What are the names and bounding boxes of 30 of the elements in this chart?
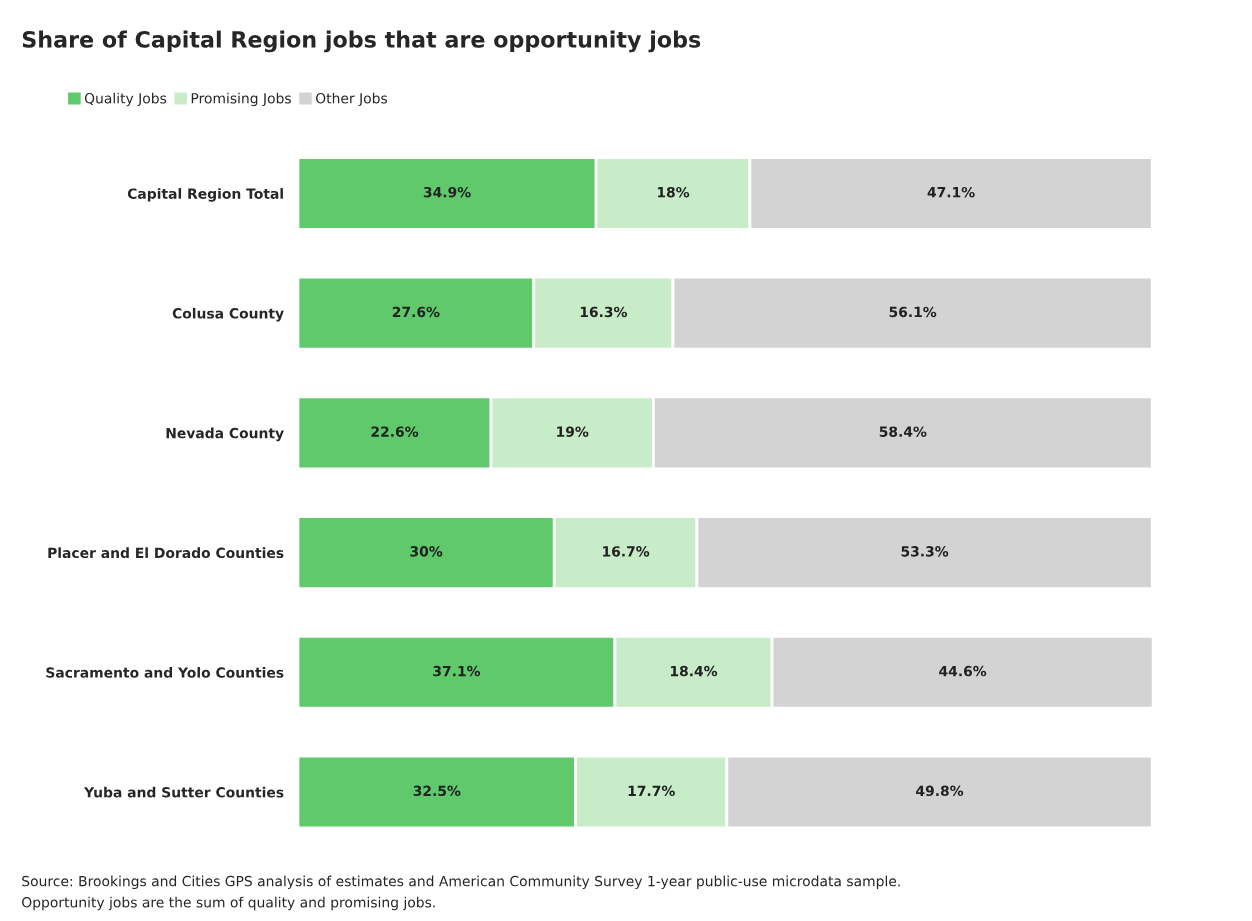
data-label: 32.5% [413, 785, 461, 797]
data-label: 49.8% [916, 785, 964, 797]
y-tick-label: Nevada County [166, 427, 284, 442]
legend-label: Promising Jobs [191, 92, 291, 107]
data-label: 18.4% [670, 665, 718, 677]
y-tick-label: Colusa County [172, 307, 284, 322]
data-label: 47.1% [927, 186, 975, 198]
data-label: 22.6% [371, 426, 419, 437]
data-label: 58.4% [879, 426, 927, 437]
y-tick-label: Capital Region Total [127, 188, 283, 202]
data-label: 27.6% [392, 306, 440, 318]
chart-title: Share of Capital Region jobs that are opportunity jobs [22, 30, 701, 53]
y-tick-label: Yuba and Sutter Counties [83, 786, 284, 798]
data-label: 34.9% [423, 186, 471, 198]
data-label: 56.1% [889, 306, 937, 318]
data-label: 16.7% [603, 546, 650, 557]
legend-label: Quality Jobs [84, 92, 167, 107]
y-tick-label: Placer and El Dorado Counties [48, 547, 284, 559]
data-label: 53.3% [901, 546, 949, 557]
data-label: 17.7% [628, 785, 675, 797]
source-note: Source: Brookings and Cities GPS analysis of estimates and American Community Survey 1-year public-use microdata sample. [22, 875, 900, 890]
text: Opportunity jobs are the sum of quality and promising jobs. [22, 896, 435, 911]
data-label: 19% [557, 426, 589, 437]
data-label: 30% [410, 546, 443, 557]
data-label: 18% [657, 186, 690, 198]
data-label: 37.1% [433, 665, 481, 677]
data-label: 16.3% [580, 306, 628, 318]
data-label: 44.6% [939, 665, 987, 677]
y-tick-label: Sacramento and Yolo Counties [46, 667, 284, 678]
legend-label: Other Jobs [316, 92, 388, 107]
